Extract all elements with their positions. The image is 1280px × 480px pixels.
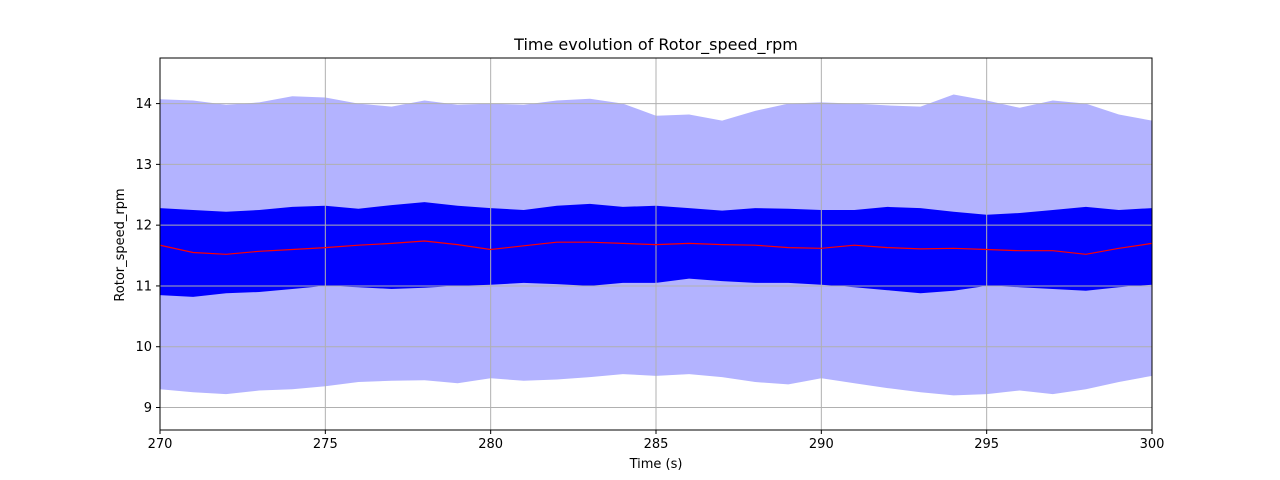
chart-title: Time evolution of Rotor_speed_rpm — [513, 35, 798, 55]
y-tick-label: 13 — [135, 158, 152, 173]
x-tick-label: 290 — [809, 437, 834, 452]
x-tick-label: 275 — [313, 437, 338, 452]
x-tick-label: 295 — [974, 437, 999, 452]
y-tick-label: 11 — [135, 279, 152, 294]
x-tick-label: 300 — [1140, 437, 1165, 452]
y-tick-label: 10 — [135, 340, 152, 355]
y-tick-label: 9 — [144, 401, 152, 416]
x-tick-label: 270 — [148, 437, 173, 452]
plot-area: 270 275 280 285 290 295 300 9 10 11 12 13 14 — [135, 57, 1165, 452]
y-tick-label: 12 — [135, 219, 152, 234]
x-axis-label: Time (s) — [629, 457, 683, 472]
y-tick-label: 14 — [135, 97, 152, 112]
y-axis-label: Rotor_speed_rpm — [113, 188, 128, 301]
x-tick-label: 285 — [644, 437, 669, 452]
x-tick-label: 280 — [478, 437, 503, 452]
mean-line — [160, 240, 1152, 255]
